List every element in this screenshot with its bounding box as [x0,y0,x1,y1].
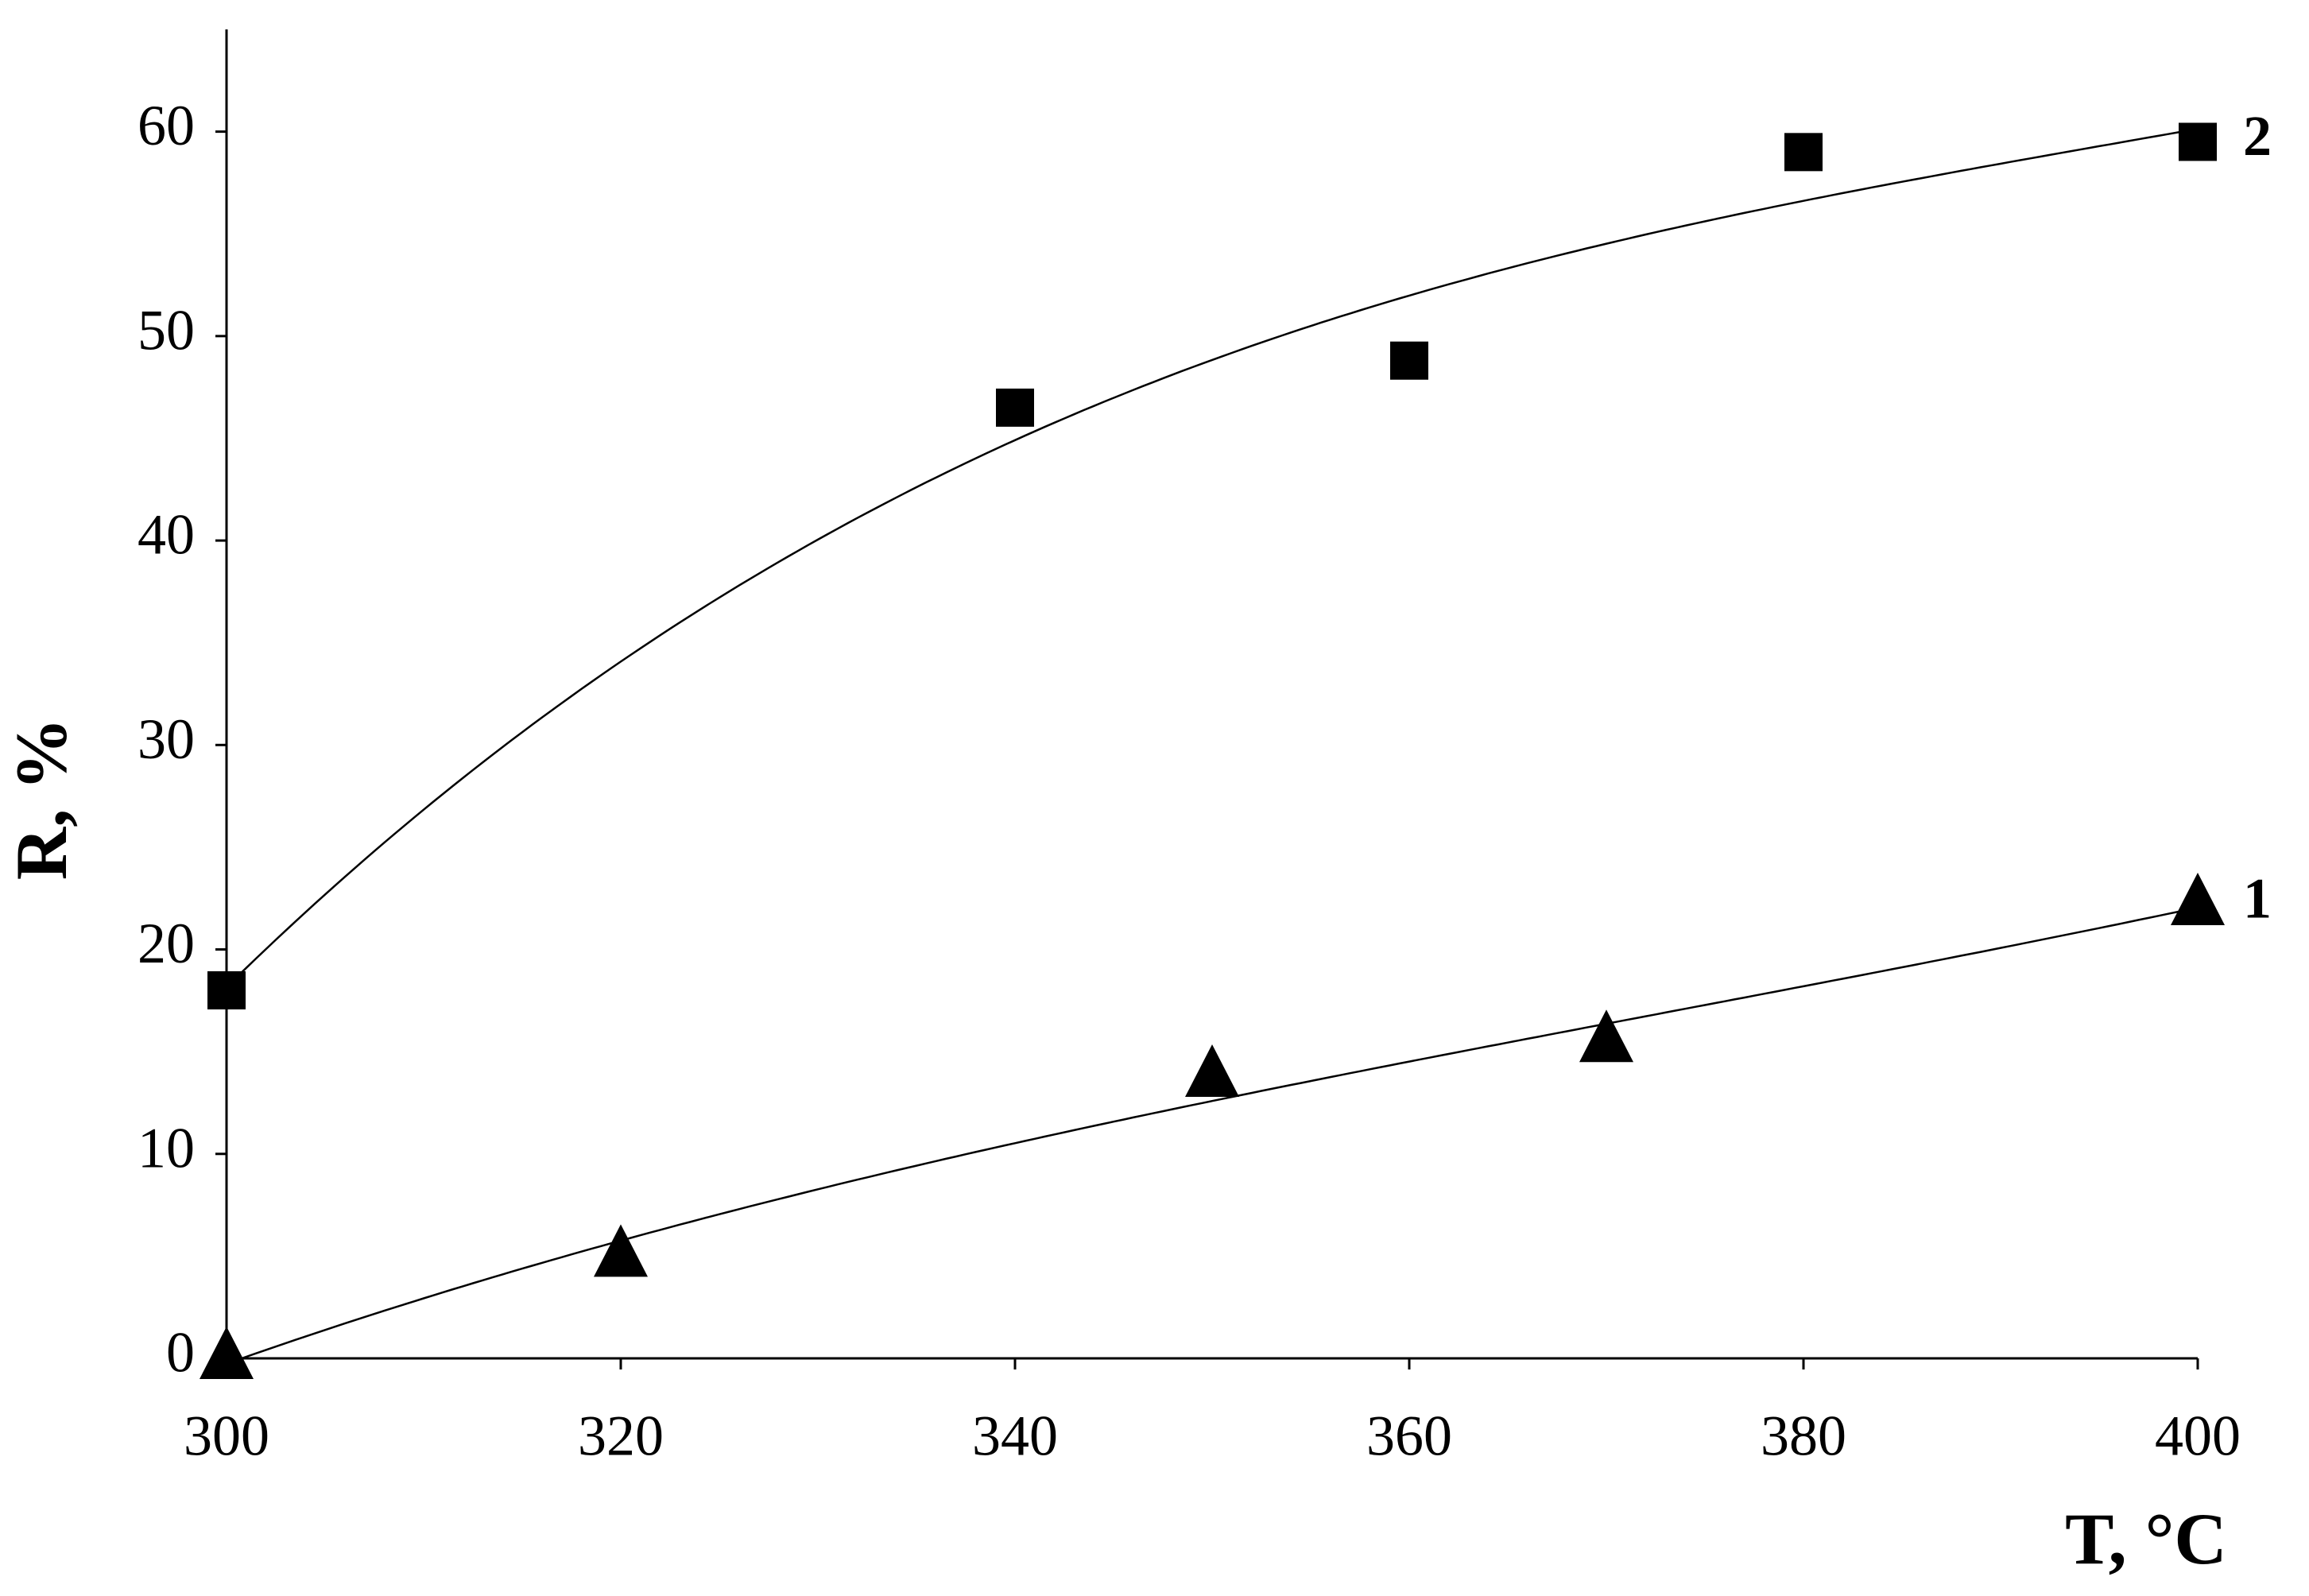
marker [1390,341,1428,380]
x-tick-label: 380 [1761,1404,1846,1468]
marker [207,970,246,1009]
trendline [226,127,2199,988]
marker [1185,1044,1239,1098]
series-label: 1 [2243,866,2272,930]
y-tick-label: 40 [138,503,195,567]
y-tick-label: 60 [138,94,195,157]
x-axis-label: T, °C [2065,1498,2227,1579]
series-label: 2 [2243,104,2272,168]
marker [1579,1009,1633,1063]
marker [594,1224,648,1277]
y-axis-label: R, % [1,718,82,880]
y-tick-label: 20 [138,912,195,975]
marker [200,1327,254,1379]
x-tick-label: 340 [972,1404,1058,1468]
trendline [226,906,2199,1365]
marker [2179,122,2217,161]
y-tick-label: 50 [138,298,195,362]
y-tick-label: 30 [138,707,195,771]
marker [1784,133,1823,172]
x-tick-label: 400 [2155,1404,2241,1468]
x-tick-label: 300 [184,1404,269,1468]
marker [996,388,1034,427]
x-tick-label: 320 [578,1404,664,1468]
x-tick-label: 360 [1366,1404,1452,1468]
y-tick-label: 0 [166,1321,195,1385]
marker [2171,872,2225,925]
y-tick-label: 10 [138,1116,195,1180]
